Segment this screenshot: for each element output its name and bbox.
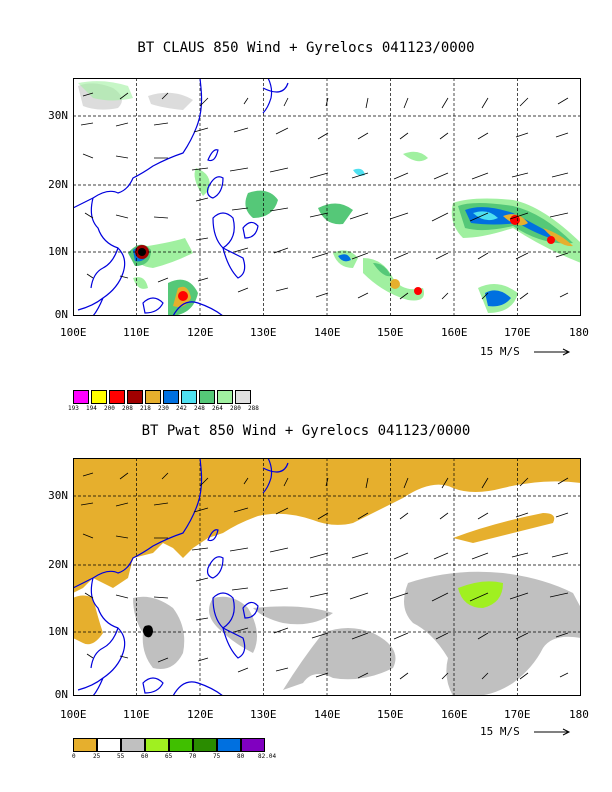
panel1-cbar-box [163,390,179,404]
panel1-colorbar: 193 194 200 208 218 230 242 248 264 280 … [68,390,273,414]
panel1-xtick-100e: 100E [60,326,87,339]
panel1-cbar-label: 193 [68,405,79,412]
panel1-cbar-label: 218 [140,405,151,412]
panel2-title: BT Pwat 850 Wind + Gyrelocs 041123/0000 [141,423,471,439]
panel2-wind-vectors [80,472,569,680]
panel2-cbar-label: 65 [165,753,173,760]
panel1-xtick-120e: 120E [187,326,214,339]
panel2-coastlines [73,458,289,696]
panel2-xtick-130e: 130E [250,708,277,721]
panel2-xtick-180: 180 [569,708,589,721]
panel2-cbar-box [193,738,217,752]
panel1-title: BT CLAUS 850 Wind + Gyrelocs 041123/0000 [137,40,475,56]
panel2-xtick-110e: 110E [123,708,150,721]
panel2-xtick-170e: 170E [504,708,531,721]
panel1-cbar-box [235,390,251,404]
panel1-wind-vectors [80,92,569,300]
panel1-xtick-130e: 130E [250,326,277,339]
panel2-ytick-0n: 0N [54,688,68,701]
panel1-cbar-box [127,390,143,404]
panel2-cbar-label: 55 [117,753,125,760]
panel1-cbar-label: 280 [230,405,241,412]
panel1-cbar-label: 288 [248,405,259,412]
panel1-xtick-170e: 170E [504,326,531,339]
panel1-cbar-label: 230 [158,405,169,412]
panel1-xtick-180: 180 [569,326,589,339]
panel1-cbar-box [199,390,215,404]
panel2-cbar-label: 70 [189,753,197,760]
panel2-cbar-label: 25 [93,753,101,760]
panel2-cbar-box [169,738,193,752]
panel1-ytick-20n: 20N [48,178,68,191]
panel1-cbar-box [145,390,161,404]
panel1-cbar-box [73,390,89,404]
panel2-xtick-120e: 120E [187,708,214,721]
panel1-cbar-label: 208 [122,405,133,412]
panel2-cbar-label: 82.04 [258,753,277,760]
panel2-cbar-box [217,738,241,752]
panel1-xtick-160e: 160E [441,326,468,339]
panel1-xtick-140e: 140E [314,326,341,339]
panel1-cbar-label: 248 [194,405,205,412]
panel2-xtick-150e: 150E [377,708,404,721]
panel1-cbar-box [109,390,125,404]
panel2-scale-arrow [534,728,571,736]
panel1-ytick-0n: 0N [54,308,68,321]
panel2-ytick-10n: 10N [48,625,68,638]
panel1-xtick-110e: 110E [123,326,150,339]
panel1-ytick-10n: 10N [48,245,68,258]
panel1-cbar-label: 264 [212,405,223,412]
panel1-cbar-box [91,390,107,404]
panel1-coastlines [73,78,289,316]
panel2-xtick-140e: 140E [314,708,341,721]
panel2-gyre-marker [143,625,153,638]
panel1-ytick-30n: 30N [48,109,68,122]
panel2-cbar-label: 75 [213,753,221,760]
panel2-xtick-160e: 160E [441,708,468,721]
panel1-scale-label: 15 M/S [480,345,520,358]
panel1-scale-arrow [534,348,571,356]
panel2-cbar-box [97,738,121,752]
panel2-cbar-box [73,738,97,752]
panel1-cbar-box [181,390,197,404]
panel2-cbar-box [121,738,145,752]
panel2-cbar-box [145,738,169,752]
panel1-cbar-box [217,390,233,404]
panel2-ytick-30n: 30N [48,489,68,502]
panel1-cbar-label: 242 [176,405,187,412]
panel2-cbar-label: 0 [72,753,76,760]
panel2-scale-label: 15 M/S [480,725,520,738]
panel2-cbar-label: 60 [141,753,149,760]
panel1-cbar-label: 200 [104,405,115,412]
panel2-xtick-100e: 100E [60,708,87,721]
panel2-cbar-box [241,738,265,752]
panel1-xtick-150e: 150E [377,326,404,339]
panel2-cbar-label: 80 [237,753,245,760]
panel2-ytick-20n: 20N [48,558,68,571]
panel1-map [73,78,581,316]
panel2-map [73,458,581,696]
panel2-colorbar: 0 25 55 60 65 70 75 80 82.04 [72,738,293,764]
panel1-cbar-label: 194 [86,405,97,412]
